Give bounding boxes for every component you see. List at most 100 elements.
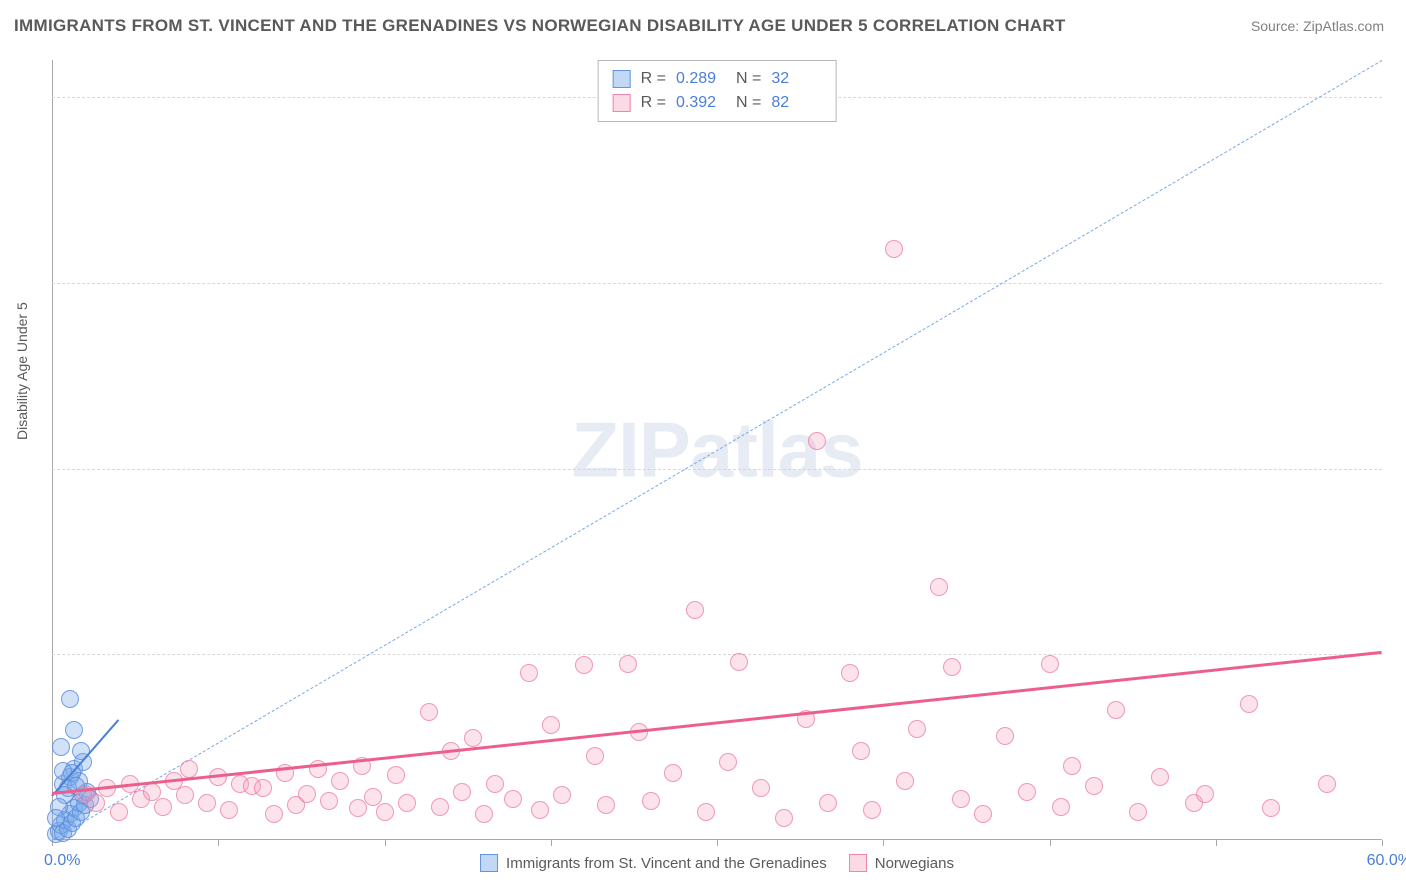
data-point (597, 796, 615, 814)
data-point (930, 578, 948, 596)
legend-item-1: Immigrants from St. Vincent and the Gren… (480, 854, 827, 872)
data-point (775, 809, 793, 827)
data-point (176, 786, 194, 804)
legend-row-series1: R = 0.289 N = 32 (613, 67, 822, 91)
data-point (387, 766, 405, 784)
data-point (265, 805, 283, 823)
n-label: N = (736, 70, 761, 88)
data-point (154, 798, 172, 816)
data-point (841, 664, 859, 682)
data-point (885, 240, 903, 258)
data-point (331, 772, 349, 790)
data-point (110, 803, 128, 821)
legend-label-2: Norwegians (875, 855, 954, 872)
data-point (61, 690, 79, 708)
data-point (464, 729, 482, 747)
legend-row-series2: R = 0.392 N = 82 (613, 91, 822, 115)
data-point (1041, 655, 1059, 673)
data-point (896, 772, 914, 790)
data-point (819, 794, 837, 812)
chart-title: IMMIGRANTS FROM ST. VINCENT AND THE GREN… (14, 16, 1066, 36)
data-point (65, 721, 83, 739)
data-point (642, 792, 660, 810)
data-point (1240, 695, 1258, 713)
data-point (87, 794, 105, 812)
legend-label-1: Immigrants from St. Vincent and the Gren… (506, 855, 827, 872)
x-tick (385, 840, 386, 846)
data-point (974, 805, 992, 823)
data-point (475, 805, 493, 823)
gridline (52, 469, 1382, 470)
data-point (47, 809, 65, 827)
data-point (752, 779, 770, 797)
data-point (52, 738, 70, 756)
chart-plot-area: ZIPatlas 10.0%20.0%30.0%40.0% R = 0.289 … (52, 60, 1382, 840)
data-point (996, 727, 1014, 745)
data-point (1129, 803, 1147, 821)
swatch-pink-icon (849, 854, 867, 872)
data-point (1151, 768, 1169, 786)
data-point (254, 779, 272, 797)
data-point (531, 801, 549, 819)
data-point (220, 801, 238, 819)
r-value-1: 0.289 (676, 70, 726, 88)
data-point (719, 753, 737, 771)
plot-canvas: 10.0%20.0%30.0%40.0% (52, 60, 1382, 840)
data-point (504, 790, 522, 808)
data-point (575, 656, 593, 674)
swatch-blue-icon (613, 70, 631, 88)
data-point (320, 792, 338, 810)
n-value-1: 32 (771, 70, 821, 88)
data-point (431, 798, 449, 816)
source-attribution: Source: ZipAtlas.com (1251, 18, 1384, 34)
data-point (1318, 775, 1336, 793)
x-axis-max-label: 60.0% (1367, 852, 1406, 870)
swatch-blue-icon (480, 854, 498, 872)
r-value-2: 0.392 (676, 94, 726, 112)
data-point (1018, 783, 1036, 801)
x-axis-min-label: 0.0% (44, 852, 80, 870)
data-point (863, 801, 881, 819)
data-point (1262, 799, 1280, 817)
data-point (943, 658, 961, 676)
data-point (686, 601, 704, 619)
x-tick (1050, 840, 1051, 846)
data-point (730, 653, 748, 671)
data-point (1107, 701, 1125, 719)
data-point (1052, 798, 1070, 816)
series-legend: Immigrants from St. Vincent and the Gren… (480, 854, 954, 872)
data-point (664, 764, 682, 782)
data-point (808, 432, 826, 450)
gridline (52, 654, 1382, 655)
correlation-legend: R = 0.289 N = 32 R = 0.392 N = 82 (598, 60, 837, 122)
data-point (586, 747, 604, 765)
n-value-2: 82 (771, 94, 821, 112)
data-point (398, 794, 416, 812)
data-point (952, 790, 970, 808)
data-point (486, 775, 504, 793)
data-point (453, 783, 471, 801)
r-label: R = (641, 94, 666, 112)
x-tick (551, 840, 552, 846)
data-point (298, 785, 316, 803)
x-tick (717, 840, 718, 846)
data-point (697, 803, 715, 821)
r-label: R = (641, 70, 666, 88)
x-tick (218, 840, 219, 846)
gridline (52, 283, 1382, 284)
data-point (376, 803, 394, 821)
data-point (420, 703, 438, 721)
data-point (1085, 777, 1103, 795)
data-point (198, 794, 216, 812)
x-tick (883, 840, 884, 846)
n-label: N = (736, 94, 761, 112)
y-axis-label: Disability Age Under 5 (14, 302, 30, 440)
data-point (542, 716, 560, 734)
data-point (908, 720, 926, 738)
x-tick (1216, 840, 1217, 846)
x-tick (1382, 840, 1383, 846)
swatch-pink-icon (613, 94, 631, 112)
data-point (1196, 785, 1214, 803)
legend-item-2: Norwegians (849, 854, 954, 872)
data-point (553, 786, 571, 804)
